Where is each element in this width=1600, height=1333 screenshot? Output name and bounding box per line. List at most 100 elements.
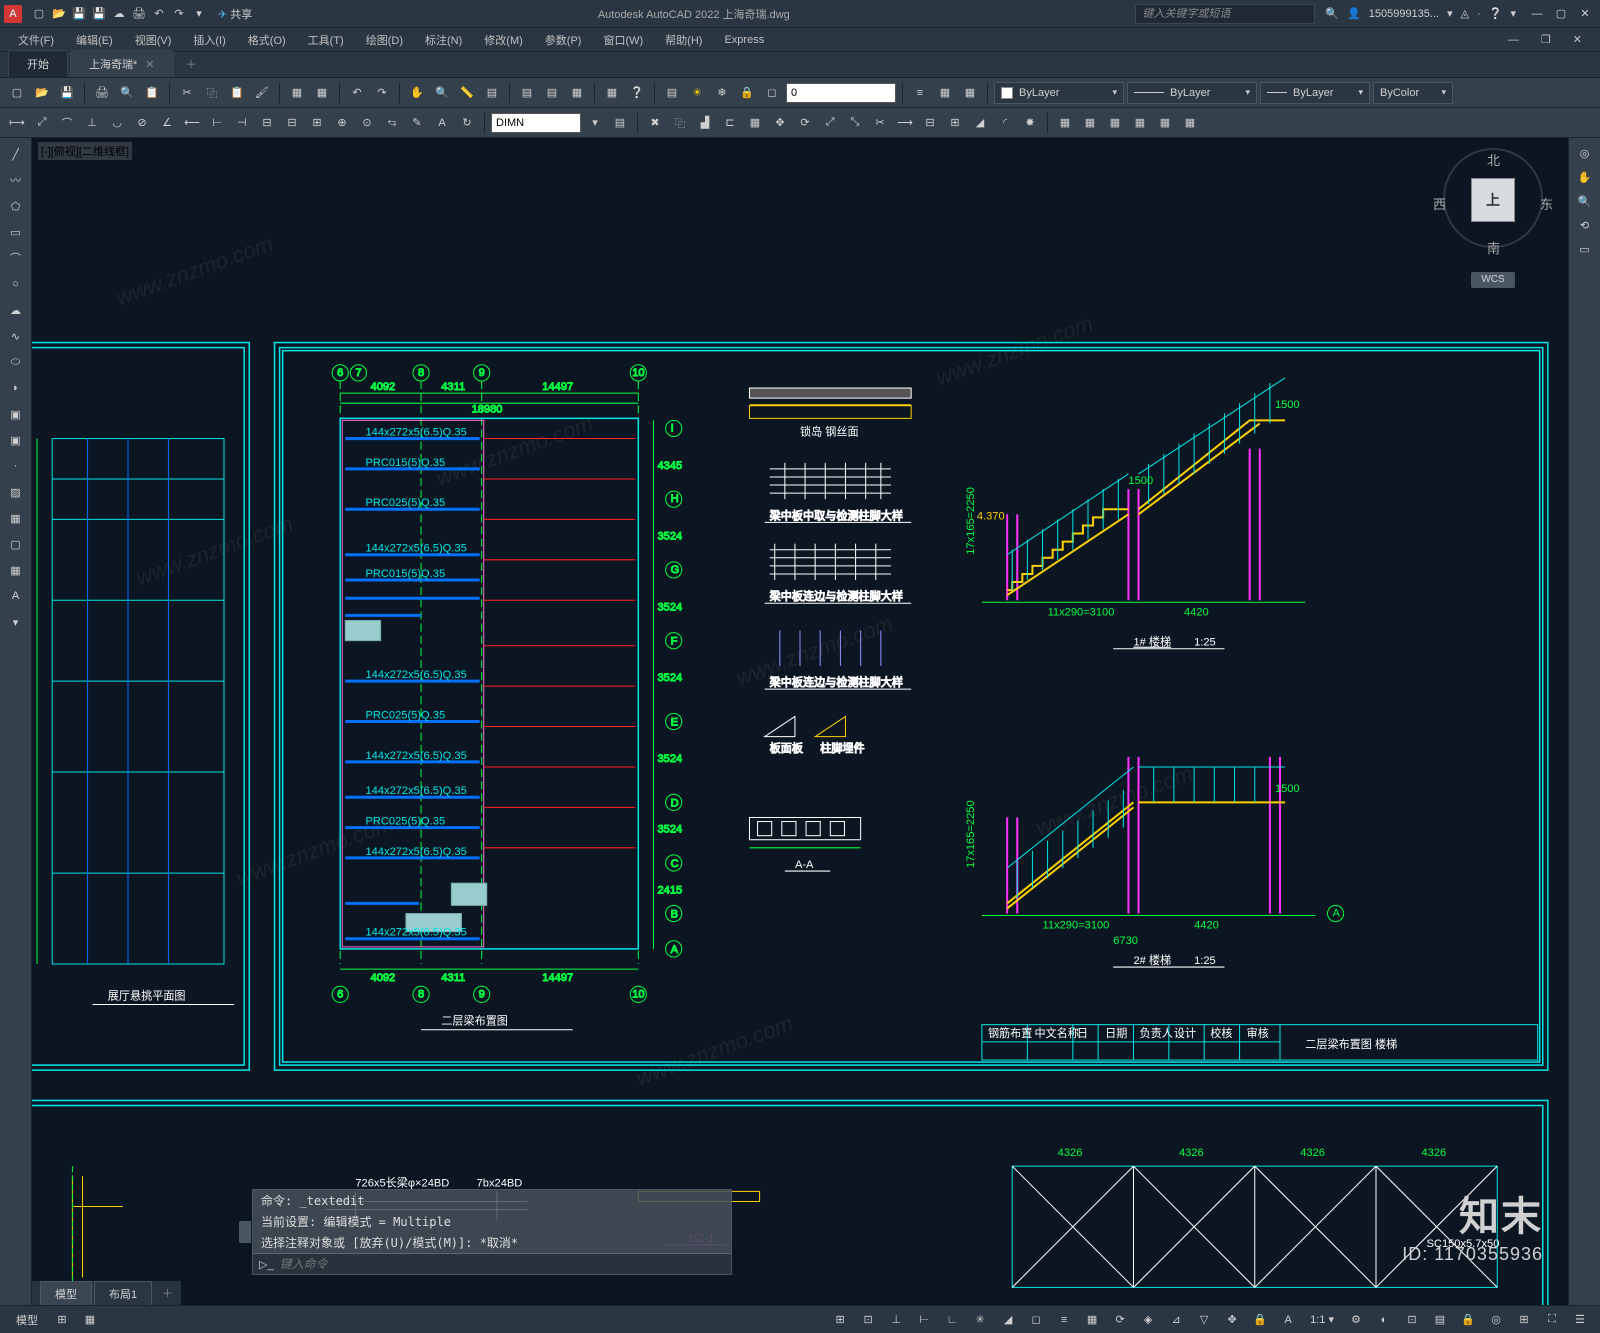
dim-center-icon[interactable]: ⊕ [331,112,353,134]
sb-polar-icon[interactable]: ✳ [968,1309,992,1331]
sb-custom-icon[interactable]: ☰ [1568,1309,1592,1331]
addsel-icon[interactable]: ▾ [3,610,29,634]
linetype-dropdown[interactable]: ByLayer▾ [1127,82,1257,104]
mod-scale-icon[interactable]: ⤢ [819,112,841,134]
sb-annomon-icon[interactable]: ◐ [1372,1309,1396,1331]
viewcube-south[interactable]: 南 [1487,238,1500,257]
dist-btn[interactable]: 📏 [456,82,478,104]
add-tab-button[interactable]: ＋ [176,51,207,77]
print-btn[interactable]: 🖨 [91,82,113,104]
doc-minimize-icon[interactable]: — [1498,31,1529,49]
paste-btn[interactable]: 📋 [226,82,248,104]
layer-mgr-btn[interactable]: ▤ [661,82,683,104]
open-icon[interactable]: 📂 [50,5,68,23]
ref-clip-icon[interactable]: ▦ [1079,112,1101,134]
revcloud-icon[interactable]: ☁ [3,298,29,322]
ref-edit-icon[interactable]: ▦ [1129,112,1151,134]
match-btn[interactable]: 🖌 [251,82,273,104]
tab-drawing[interactable]: 上海奇瑞*✕ [70,50,174,77]
mod-join-icon[interactable]: ⊞ [944,112,966,134]
dim-radius-icon[interactable]: ◡ [106,112,128,134]
sb-transp-icon[interactable]: ▦ [1080,1309,1104,1331]
dim-quick-icon[interactable]: ⟵ [181,112,203,134]
command-input[interactable] [280,1257,725,1271]
menu-view[interactable]: 视图(V) [125,29,182,51]
ref-attach-icon[interactable]: ▦ [1054,112,1076,134]
mtext-icon[interactable]: A [3,584,29,608]
dim-angular-icon[interactable]: ∠ [156,112,178,134]
sb-dynamic-icon[interactable]: ⊢ [912,1309,936,1331]
menu-help[interactable]: 帮助(H) [655,29,712,51]
sb-annoscale-icon[interactable]: 🔒 [1248,1309,1272,1331]
user-label[interactable]: 1505999135... [1369,8,1439,20]
mod-extend-icon[interactable]: ⟶ [894,112,916,134]
layout-tab-model[interactable]: 模型 [40,1281,92,1306]
ellipse-arc-icon[interactable]: ◗ [3,376,29,400]
mod-move-icon[interactable]: ✥ [769,112,791,134]
command-window[interactable]: 命令: _textedit 当前设置: 编辑模式 = Multiple 选择注释… [252,1189,732,1275]
tool-btn[interactable]: ▤ [541,82,563,104]
props-btn[interactable]: ▤ [481,82,503,104]
user-menu-icon[interactable]: ▾ [1447,7,1453,20]
app-logo[interactable]: A [4,5,22,23]
menu-parametric[interactable]: 参数(P) [535,29,592,51]
pan-btn[interactable]: ✋ [406,82,428,104]
line-icon[interactable]: ╱ [3,142,29,166]
dim-inspect-icon[interactable]: ⊙ [356,112,378,134]
block-btn[interactable]: ▦ [286,82,308,104]
sb-clean-icon[interactable]: ⛶ [1540,1309,1564,1331]
ref-frame-icon[interactable]: ▦ [1104,112,1126,134]
model-button[interactable]: 模型 [8,1309,46,1331]
menu-dimension[interactable]: 标注(N) [415,29,472,51]
mod-fillet-icon[interactable]: ◜ [994,112,1016,134]
close-button[interactable]: ✕ [1574,5,1596,23]
insert-icon[interactable]: ▣ [3,402,29,426]
polygon-icon[interactable]: ⬠ [3,194,29,218]
menu-edit[interactable]: 编辑(E) [66,29,123,51]
sb-cycle-icon[interactable]: ⟳ [1108,1309,1132,1331]
plot-icon[interactable]: 🖨 [130,5,148,23]
viewcube-face[interactable]: 上 [1471,178,1515,222]
share-button[interactable]: ✈ 共享 [218,6,252,22]
nav-wheel-icon[interactable]: ◎ [1574,142,1596,164]
gradient-icon[interactable]: ▦ [3,506,29,530]
publish-btn[interactable]: 📋 [141,82,163,104]
search-icon[interactable]: 🔍 [1325,7,1339,20]
arc-icon[interactable]: ⌒ [3,246,29,270]
mod-explode-icon[interactable]: ✸ [1019,112,1041,134]
tab-start[interactable]: 开始 [8,50,68,77]
mod-stretch-icon[interactable]: ⤡ [844,112,866,134]
open-btn[interactable]: 📂 [31,82,53,104]
spline-icon[interactable]: ∿ [3,324,29,348]
sb-osnap-icon[interactable]: ◻ [1024,1309,1048,1331]
dim-tol-icon[interactable]: ⊞ [306,112,328,134]
plotcolor-dropdown[interactable]: ByColor▾ [1373,82,1453,104]
table-icon[interactable]: ▦ [3,558,29,582]
viewcube[interactable]: 北 西 东 南 上 WCS [1433,148,1553,288]
ref-mgr-icon[interactable]: ▦ [1154,112,1176,134]
color-dropdown[interactable]: ByLayer▾ [994,82,1124,104]
menu-express[interactable]: Express [714,31,774,49]
viewcube-north[interactable]: 北 [1487,150,1500,169]
redo2-btn[interactable]: ↷ [371,82,393,104]
mod-trim-icon[interactable]: ✂ [869,112,891,134]
dim-ord-icon[interactable]: ⊥ [81,112,103,134]
mod-copy-icon[interactable]: ⿻ [669,112,691,134]
layer-color-btn[interactable]: ◻ [761,82,783,104]
sb-annovis-icon[interactable]: A [1276,1309,1300,1331]
viewcube-east[interactable]: 东 [1540,194,1553,213]
menu-format[interactable]: 格式(O) [238,29,296,51]
doc-close-icon[interactable]: ✕ [1563,30,1592,49]
mod-mirror-icon[interactable]: ▟ [694,112,716,134]
nav-zoom-icon[interactable]: 🔍 [1574,190,1596,212]
dim-linear-icon[interactable]: ⟼ [6,112,28,134]
new-btn[interactable]: ▢ [6,82,28,104]
dimstyle-btn[interactable]: ▾ [584,112,606,134]
sheet-btn[interactable]: ▤ [516,82,538,104]
mod-array-icon[interactable]: ▦ [744,112,766,134]
layer-state-btn[interactable]: ☀ [686,82,708,104]
sb-units-icon[interactable]: ⊡ [1400,1309,1424,1331]
nav-pan-icon[interactable]: ✋ [1574,166,1596,188]
rectangle-icon[interactable]: ▭ [3,220,29,244]
nav-showmotion-icon[interactable]: ▭ [1574,238,1596,260]
